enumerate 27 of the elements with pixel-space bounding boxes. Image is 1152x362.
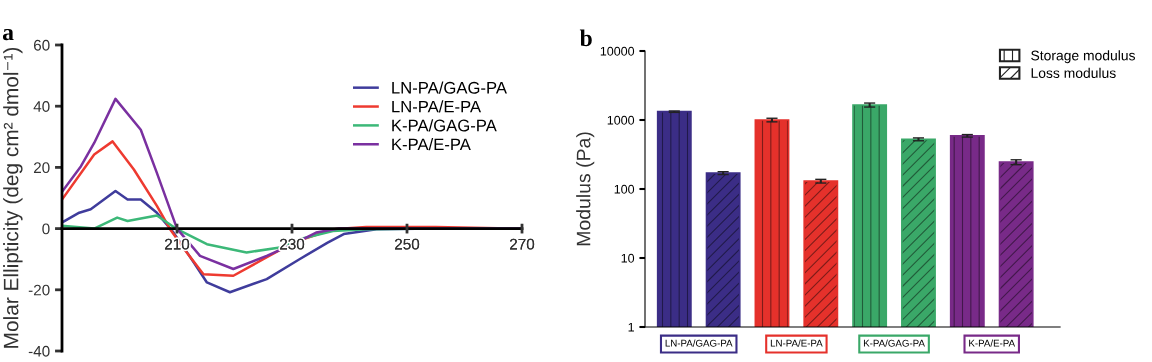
y-tick-label: 60 <box>33 39 50 51</box>
x-tick-label: LN-PA/GAG-PA <box>665 339 733 347</box>
y-tick-label: 100 <box>614 184 635 194</box>
x-tick-label: 270 <box>510 238 535 250</box>
y-tick-label: -20 <box>28 284 50 296</box>
y-tick-label: 20 <box>33 162 50 174</box>
y-tick-label: 1 <box>628 322 634 332</box>
x-tick-label: 250 <box>395 238 420 250</box>
y-axis-title: Modulus (Pa) <box>576 132 595 246</box>
y-tick-label: 10000 <box>600 46 635 56</box>
x-tick-label: LN-PA/E-PA <box>770 339 823 347</box>
chart-title: b <box>579 29 592 47</box>
legend-label: K-PA/GAG-PA <box>392 119 497 132</box>
y-tick-label: 10 <box>621 253 635 263</box>
x-tick-label: K-PA/GAG-PA <box>863 339 925 347</box>
text: Loss modulus <box>1031 67 1116 78</box>
y-axis-title: Molar Ellipticity (deg cm² dmol⁻¹) <box>3 47 23 348</box>
legend-label: K-PA/E-PA <box>392 138 471 151</box>
y-tick-label: -40 <box>28 345 50 357</box>
y-tick-label: 1000 <box>607 115 635 125</box>
y-tick-label: 40 <box>33 101 50 112</box>
x-tick-label: K-PA/E-PA <box>969 339 1016 347</box>
text: Storage modulus <box>1031 50 1136 64</box>
legend-label: LN-PA/E-PA <box>392 100 482 113</box>
y-tick-label: 0 <box>42 223 50 235</box>
chart-title: a <box>2 28 14 41</box>
legend-label: LN-PA/GAG-PA <box>392 81 507 94</box>
